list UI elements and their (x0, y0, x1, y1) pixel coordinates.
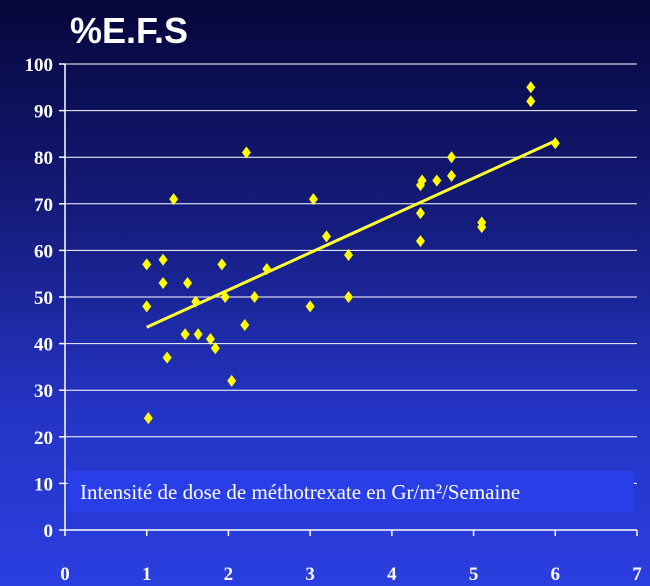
data-point (205, 332, 215, 345)
x-tick-label: 0 (60, 564, 70, 585)
data-point (158, 277, 168, 290)
axes (59, 63, 638, 536)
data-point (227, 374, 237, 387)
data-point (262, 263, 272, 276)
x-axis-label-box: Intensité de dose de méthotrexate en Gr/… (68, 471, 634, 513)
data-point (183, 277, 193, 290)
x-tick-labels: 0 1 2 3 4 5 6 7 (60, 564, 642, 585)
y-tick-label: 0 (44, 521, 54, 542)
y-tick-label: 80 (34, 148, 53, 169)
data-point (193, 328, 203, 341)
data-point (250, 291, 260, 303)
data-point (220, 291, 230, 303)
y-tick-label: 90 (34, 102, 53, 123)
trendline (146, 139, 556, 329)
data-point (344, 249, 354, 262)
data-point (169, 193, 179, 206)
data-point (415, 207, 425, 220)
data-point (240, 318, 250, 331)
data-point (142, 300, 152, 313)
data-point (162, 351, 172, 364)
data-point (415, 235, 425, 248)
data-point (526, 95, 536, 108)
data-point (477, 221, 487, 234)
data-point (526, 81, 536, 94)
data-point (308, 193, 318, 206)
data-point (344, 291, 354, 303)
x-tick-label: 3 (305, 564, 315, 585)
trendline-path (146, 139, 556, 329)
data-point (158, 253, 168, 266)
data-points (142, 81, 560, 425)
y-tick-label: 50 (34, 288, 53, 309)
data-point (417, 174, 427, 187)
x-tick-label: 1 (142, 564, 152, 585)
y-tick-label: 10 (34, 474, 53, 495)
y-tick-labels: 0 10 20 30 40 50 60 70 80 90 100 (25, 55, 54, 542)
y-tick-label: 30 (34, 381, 53, 402)
y-tick-label: 100 (25, 55, 54, 76)
data-point (217, 258, 227, 271)
x-tick-label: 6 (551, 564, 561, 585)
data-point (550, 137, 560, 150)
x-tick-label: 7 (632, 564, 642, 585)
data-point (432, 174, 442, 187)
x-tick-label: 5 (469, 564, 479, 585)
x-tick-label: 2 (224, 564, 234, 585)
data-point (143, 412, 153, 425)
data-point (321, 230, 331, 243)
y-tick-label: 40 (34, 335, 53, 356)
data-point (305, 300, 315, 313)
y-tick-label: 20 (34, 428, 53, 449)
x-tick-label: 4 (387, 564, 397, 585)
data-point (210, 342, 220, 355)
y-tick-label: 70 (34, 195, 53, 216)
data-point (142, 258, 152, 271)
data-point (180, 328, 190, 341)
y-tick-label: 60 (34, 241, 53, 262)
x-axis-label: Intensité de dose de méthotrexate en Gr/… (80, 480, 520, 504)
data-point (191, 295, 201, 308)
data-point (447, 151, 457, 164)
chart-title: %E.F.S (70, 10, 188, 51)
data-point (447, 169, 457, 182)
data-point (241, 146, 251, 159)
